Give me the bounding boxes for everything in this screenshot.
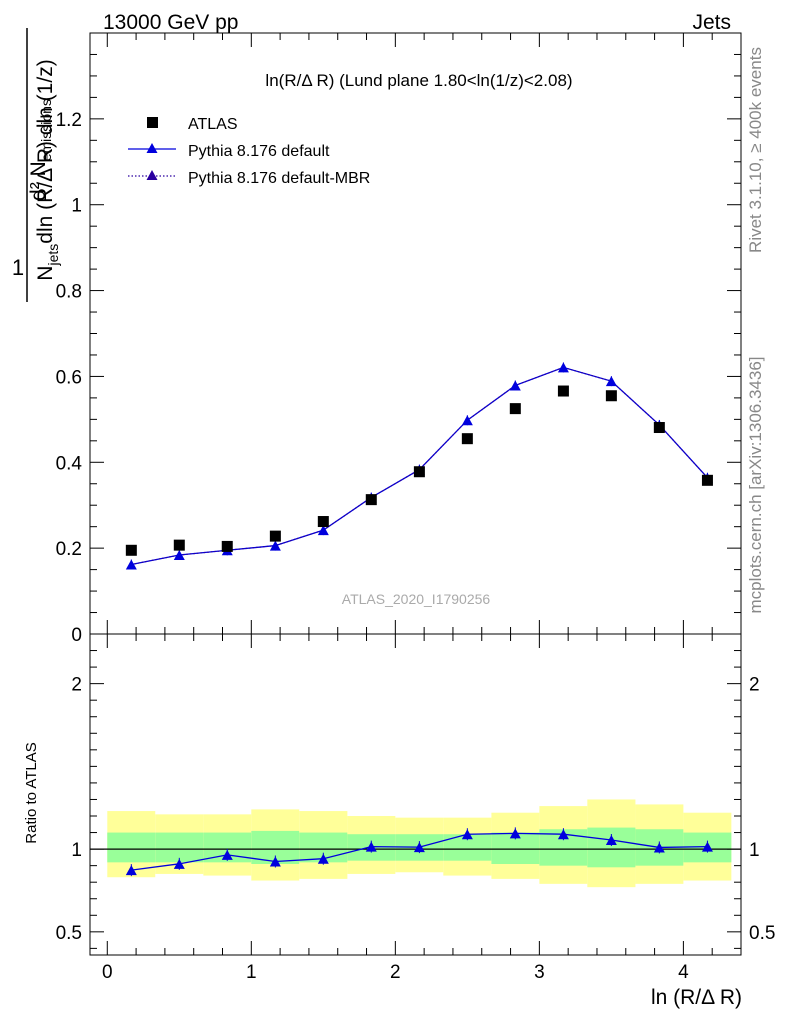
- stat-band-segment: [155, 832, 204, 863]
- atlas-data-point: [365, 494, 377, 506]
- atlas-data-point: [269, 530, 281, 542]
- ratio-axis-ticks: 0.5 0.5 1 1 2 2: [56, 634, 775, 955]
- analysis-watermark: ATLAS_2020_I1790256: [342, 591, 491, 607]
- main-y-axis-label: 1 d² Nemissions Njetsdln (R/Δ R) dln (1/…: [12, 28, 61, 302]
- y-tick-label: 0.2: [56, 539, 82, 560]
- main-plot-panel: 0 0.2 0.4 0.6 0.8 1 1.2 ln(R/Δ R) (Lund plane …: [56, 32, 742, 646]
- atlas-data-point: [701, 474, 713, 486]
- legend-pythia-mbr-label: Pythia 8.176 default-MBR: [188, 170, 370, 187]
- atlas-data-point: [125, 544, 137, 556]
- y-tick-label: 1: [71, 196, 82, 217]
- y-tick-label: 1.2: [56, 110, 82, 131]
- ratio-point: [653, 842, 665, 853]
- header-process: Jets: [692, 11, 731, 34]
- x-tick-label: 2: [390, 962, 401, 983]
- ratio-point: [509, 828, 521, 839]
- ratio-point: [269, 856, 281, 867]
- main-data-marks: [125, 362, 713, 570]
- legend: ATLAS Pythia 8.176 default Pythia 8.176 …: [128, 116, 370, 187]
- ratio-point: [701, 841, 713, 852]
- ratio-point: [557, 829, 569, 840]
- ratio-point: [365, 841, 377, 852]
- x-tick-label: 3: [534, 962, 545, 983]
- pythia-default-point: [125, 559, 137, 570]
- atlas-data-point: [317, 516, 329, 528]
- ratio-y-tick-label-left: 0.5: [56, 923, 82, 944]
- ratio-data-marks: [125, 827, 713, 877]
- x-axis-tick-labels: 0 1 2 3 4: [102, 962, 689, 983]
- pythia-default-point: [173, 550, 185, 561]
- pythia-default-point: [317, 525, 329, 536]
- x-axis-label: ln (R/Δ R): [651, 986, 742, 1009]
- ratio-uncertainty-bands: [107, 799, 732, 888]
- ratio-point: [317, 853, 329, 864]
- legend-pythia-mbr-marker: [146, 170, 158, 180]
- ratio-y-tick-label-left: 1: [71, 840, 82, 861]
- pythia-default-point: [269, 540, 281, 551]
- atlas-data-point: [509, 403, 521, 415]
- atlas-data-point: [557, 385, 569, 397]
- rivet-version-label: Rivet 3.1.10, ≥ 400k events: [746, 47, 765, 253]
- y-label-numerator-one: 1: [12, 255, 24, 280]
- ratio-frame: [89, 633, 742, 956]
- atlas-data-point: [221, 540, 233, 552]
- legend-atlas-label: ATLAS: [188, 116, 238, 133]
- legend-pythia-default-label: Pythia 8.176 default: [188, 143, 330, 160]
- x-tick-label: 0: [102, 962, 113, 983]
- ratio-point: [413, 842, 425, 853]
- main-axis-ticks: 0 0.2 0.4 0.6 0.8 1 1.2: [56, 32, 741, 646]
- atlas-data-point: [413, 466, 425, 478]
- chart-title: ln(R/Δ R) (Lund plane 1.80<ln(1/z)<2.08): [265, 71, 572, 90]
- ratio-point: [125, 865, 137, 876]
- stat-band-segment: [587, 827, 636, 868]
- stat-band-segment: [107, 832, 156, 863]
- atlas-data-point: [461, 433, 473, 445]
- y-tick-label: 0: [71, 625, 82, 646]
- mcplots-label: mcplots.cern.ch [arXiv:1306.3436]: [746, 356, 765, 613]
- atlas-data-point: [173, 539, 185, 551]
- atlas-data-point: [653, 422, 665, 434]
- ratio-y-tick-label-left: 2: [71, 675, 82, 696]
- ratio-point: [221, 849, 233, 860]
- y-tick-label: 0.8: [56, 282, 82, 303]
- y-tick-label: 0.4: [56, 453, 83, 474]
- legend-pythia-default-marker: [146, 143, 158, 153]
- pythia-default-point: [605, 376, 617, 387]
- ratio-y-tick-label-right: 2: [749, 675, 760, 696]
- ratio-y-axis-label: Ratio to ATLAS: [23, 742, 40, 843]
- ratio-point: [461, 829, 473, 840]
- y-tick-label: 0.6: [56, 367, 82, 388]
- pythia-default-point: [557, 362, 569, 373]
- y-label-denominator: Njetsdln (R/Δ R) dln (1/z): [34, 59, 61, 280]
- header-collision: 13000 GeV pp: [103, 11, 238, 34]
- legend-atlas-marker: [147, 117, 158, 128]
- ratio-y-tick-label-right: 0.5: [749, 923, 775, 944]
- ratio-y-tick-label-right: 1: [749, 840, 760, 861]
- ratio-plot-panel: 0.5 0.5 1 1 2 2 Ratio to ATLAS: [23, 633, 775, 956]
- atlas-data-point: [605, 390, 617, 402]
- x-tick-label: 4: [678, 962, 689, 983]
- pythia-default-point: [461, 415, 473, 426]
- x-tick-label: 1: [246, 962, 257, 983]
- pythia-default-point: [509, 380, 521, 391]
- ratio-point: [605, 835, 617, 846]
- ratio-point: [173, 858, 185, 869]
